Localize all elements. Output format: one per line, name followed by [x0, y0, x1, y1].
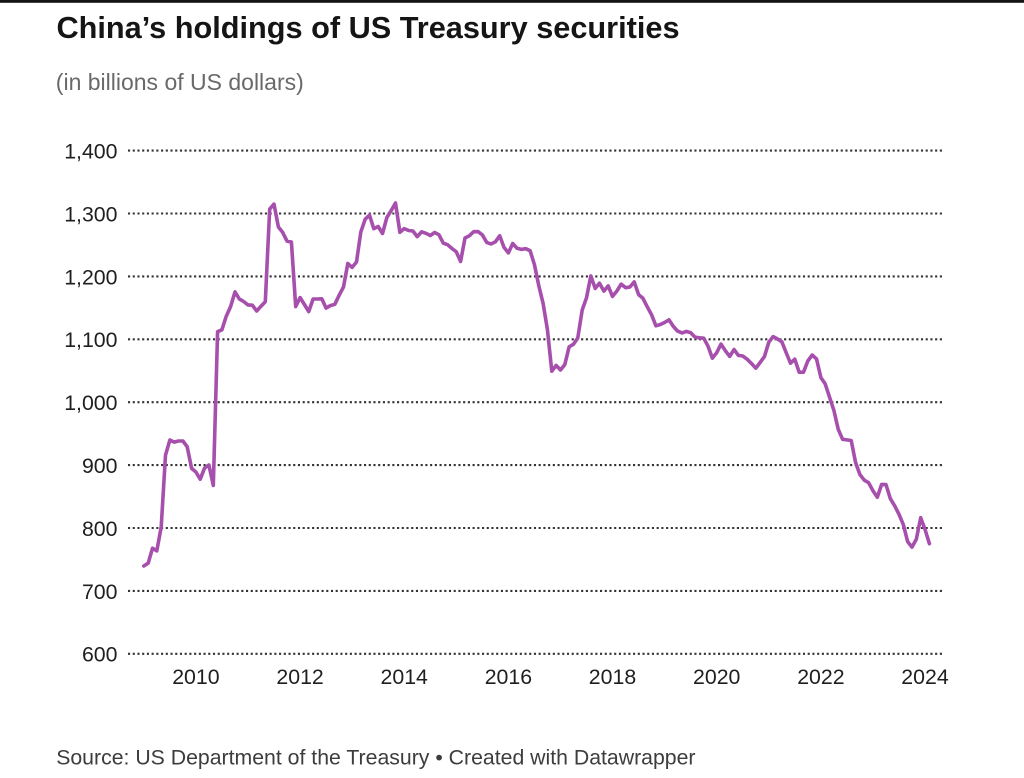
svg-text:2010: 2010 [172, 665, 220, 689]
svg-text:800: 800 [82, 517, 118, 541]
svg-text:(in billions of US dollars): (in billions of US dollars) [56, 69, 304, 95]
svg-text:1,000: 1,000 [64, 391, 117, 415]
svg-text:1,200: 1,200 [64, 265, 117, 289]
svg-text:2020: 2020 [693, 665, 741, 689]
svg-text:2018: 2018 [589, 665, 636, 689]
svg-text:1,400: 1,400 [64, 140, 117, 164]
svg-text:China’s holdings of US Treasur: China’s holdings of US Treasury securiti… [57, 10, 680, 45]
svg-text:700: 700 [82, 580, 118, 604]
svg-text:Source: US Department of the T: Source: US Department of the Treasury • … [56, 745, 695, 769]
svg-text:2012: 2012 [276, 665, 323, 689]
svg-text:2014: 2014 [381, 665, 429, 689]
svg-text:2024: 2024 [901, 665, 949, 689]
svg-text:1,300: 1,300 [64, 202, 117, 226]
svg-text:1,100: 1,100 [64, 328, 117, 352]
svg-text:900: 900 [82, 454, 118, 478]
svg-text:2022: 2022 [797, 665, 844, 689]
svg-text:600: 600 [82, 643, 118, 667]
svg-text:2016: 2016 [485, 665, 532, 689]
